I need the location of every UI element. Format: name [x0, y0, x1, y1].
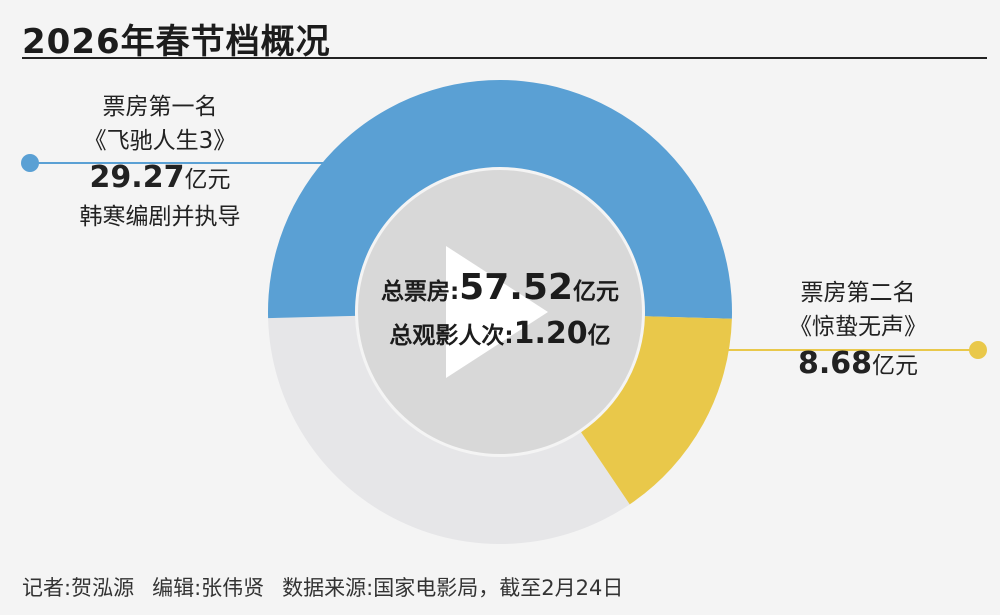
second-place-box-office: 8.68亿元: [748, 344, 968, 386]
chart-title: 2026年春节档概况: [22, 22, 331, 62]
first-place-annotation: 票房第一名 《飞驰人生3》 29.27亿元 韩寒编剧并执导: [50, 90, 270, 234]
play-icon[interactable]: [446, 246, 548, 378]
first-place-rank: 票房第一名: [102, 94, 218, 120]
second-place-leader-dot: [969, 341, 987, 359]
second-place-annotation: 票房第二名 《惊蛰无声》 8.68亿元: [748, 276, 968, 386]
total-viewers: 总观影人次:1.20亿: [340, 316, 660, 356]
first-place-unit: 亿元: [184, 167, 231, 193]
donut-slices: [268, 80, 732, 544]
first-place-value: 29.27: [89, 160, 185, 195]
footer-credits: 记者:贺泓源 编辑:张伟贤 数据来源:国家电影局，截至2月24日: [22, 572, 641, 602]
total-value: 57.52: [459, 267, 574, 308]
donut-slice-1: [268, 80, 732, 319]
second-place-film: 《惊蛰无声》: [789, 314, 927, 340]
center-summary: 总票房:57.52亿元 总观影人次:1.20亿: [340, 266, 660, 356]
second-place-rank: 票房第二名: [800, 280, 916, 306]
first-place-leader-dot: [21, 154, 39, 172]
leader-lines: [21, 154, 987, 359]
total-unit: 亿元: [573, 279, 620, 305]
first-place-note: 韩寒编剧并执导: [79, 204, 241, 230]
first-place-box-office: 29.27亿元: [50, 158, 270, 200]
viewers-value: 1.20: [513, 316, 588, 351]
total-box-office: 总票房:57.52亿元: [340, 266, 660, 316]
second-place-value: 8.68: [797, 346, 873, 381]
editor-credit: 编辑:张伟贤: [152, 576, 265, 600]
viewers-unit: 亿: [587, 323, 611, 349]
source-credit: 数据来源:国家电影局，截至2月24日: [282, 576, 624, 600]
second-place-unit: 亿元: [872, 353, 919, 379]
title-divider: [22, 57, 987, 59]
donut-slice-2: [581, 316, 732, 505]
total-label: 总票房:: [380, 279, 460, 305]
first-place-film: 《飞驰人生3》: [83, 128, 237, 154]
donut-slice-0: [268, 315, 630, 544]
reporter-credit: 记者:贺泓源: [22, 576, 135, 600]
viewers-label: 总观影人次:: [389, 323, 514, 349]
